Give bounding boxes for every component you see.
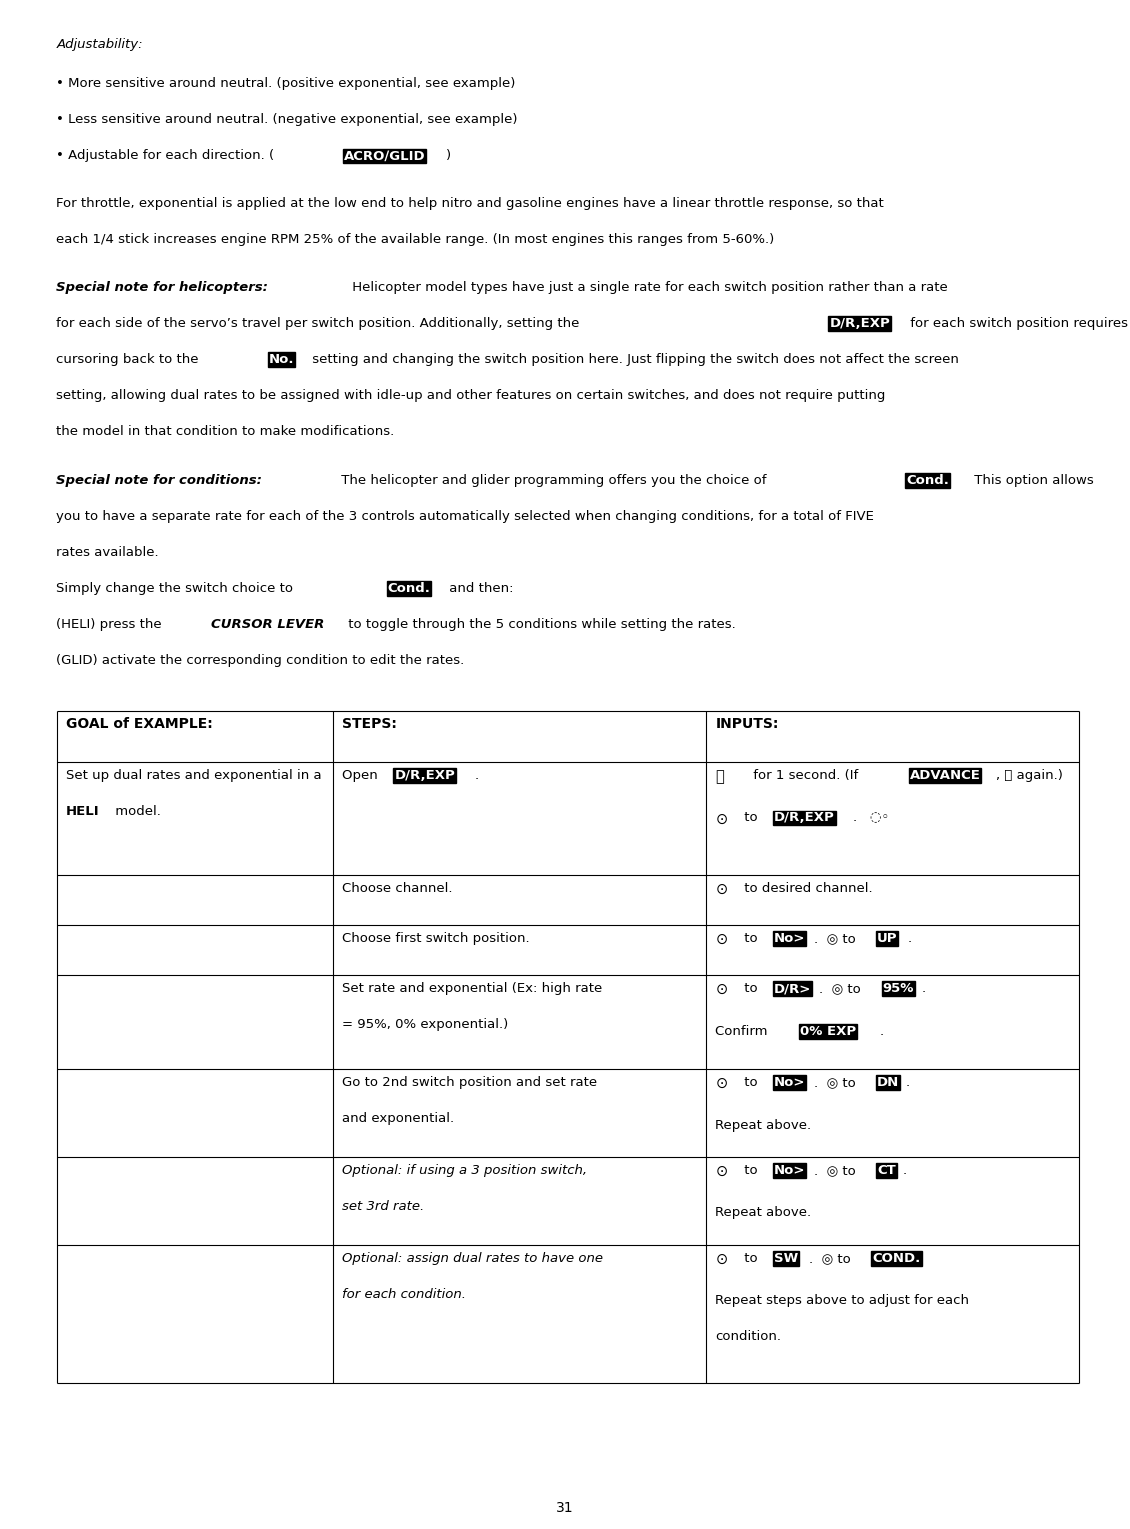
Text: .: .	[905, 1076, 910, 1089]
Text: Choose channel.: Choose channel.	[342, 882, 453, 894]
Text: Special note for helicopters:: Special note for helicopters:	[56, 281, 269, 294]
Text: ⊙: ⊙	[715, 933, 728, 946]
Text: .: .	[879, 1024, 884, 1038]
Text: ⊙: ⊙	[715, 1164, 728, 1179]
Text: ⊙: ⊙	[715, 812, 728, 827]
Text: and then:: and then:	[445, 583, 514, 595]
Text: .  ◎ to: . ◎ to	[809, 1252, 855, 1264]
Text: to desired channel.: to desired channel.	[740, 882, 872, 894]
Text: 0% EXP: 0% EXP	[800, 1024, 857, 1038]
Text: 31: 31	[556, 1501, 574, 1515]
Text: .: .	[907, 933, 912, 945]
Text: • Less sensitive around neutral. (negative exponential, see example): • Less sensitive around neutral. (negati…	[56, 113, 518, 127]
Text: CT: CT	[877, 1164, 896, 1177]
Text: rates available.: rates available.	[56, 546, 159, 560]
Text: Set up dual rates and exponential in a: Set up dual rates and exponential in a	[66, 769, 321, 783]
Text: • More sensitive around neutral. (positive exponential, see example): • More sensitive around neutral. (positi…	[56, 78, 516, 90]
Text: to toggle through the 5 conditions while setting the rates.: to toggle through the 5 conditions while…	[344, 618, 736, 631]
Text: to: to	[740, 812, 762, 824]
Text: .: .	[922, 982, 927, 995]
Text: setting and changing the switch position here. Just flipping the switch does not: setting and changing the switch position…	[308, 353, 959, 367]
Text: .  ◎ to: . ◎ to	[819, 982, 866, 995]
Text: Set rate and exponential (Ex: high rate: Set rate and exponential (Ex: high rate	[342, 982, 602, 995]
Text: , ⓜ again.): , ⓜ again.)	[996, 769, 1062, 783]
Text: for each switch position requires: for each switch position requires	[906, 317, 1128, 330]
Text: .  ◎ to: . ◎ to	[814, 1076, 860, 1089]
Text: Confirm: Confirm	[715, 1024, 772, 1038]
Text: Adjustability:: Adjustability:	[56, 38, 144, 52]
Text: Go to 2nd switch position and set rate: Go to 2nd switch position and set rate	[342, 1076, 598, 1089]
Text: Repeat above.: Repeat above.	[715, 1206, 811, 1220]
Text: setting, allowing dual rates to be assigned with idle-up and other features on c: setting, allowing dual rates to be assig…	[56, 390, 886, 402]
Text: No>: No>	[774, 1076, 806, 1089]
Text: No.: No.	[269, 353, 295, 367]
Text: Simply change the switch choice to: Simply change the switch choice to	[56, 583, 297, 595]
Text: This option allows: This option allows	[970, 474, 1094, 486]
Text: Cond.: Cond.	[388, 583, 431, 595]
Text: for each condition.: for each condition.	[342, 1287, 467, 1301]
Text: ADVANCE: ADVANCE	[910, 769, 981, 783]
Text: Optional: assign dual rates to have one: Optional: assign dual rates to have one	[342, 1252, 603, 1264]
Text: D/R,EXP: D/R,EXP	[394, 769, 455, 783]
Text: .: .	[475, 769, 479, 783]
Text: Choose first switch position.: Choose first switch position.	[342, 933, 530, 945]
Text: For throttle, exponential is applied at the low end to help nitro and gasoline e: For throttle, exponential is applied at …	[56, 197, 885, 209]
Text: No>: No>	[774, 1164, 806, 1177]
Text: CURSOR LEVER: CURSOR LEVER	[211, 618, 324, 631]
Text: (HELI) press the: (HELI) press the	[56, 618, 166, 631]
Text: .  ◎ to: . ◎ to	[814, 933, 860, 945]
Text: .: .	[903, 1164, 907, 1177]
Text: The helicopter and glider programming offers you the choice of: The helicopter and glider programming of…	[337, 474, 771, 486]
Text: No>: No>	[774, 933, 806, 945]
Text: .   ◌◦: . ◌◦	[853, 812, 889, 824]
Text: D/R>: D/R>	[774, 982, 811, 995]
Text: ⊙: ⊙	[715, 882, 728, 898]
Text: D/R,EXP: D/R,EXP	[774, 812, 835, 824]
Text: ⊙: ⊙	[715, 1076, 728, 1092]
Text: ⊙: ⊙	[715, 1252, 728, 1268]
Text: for each side of the servo’s travel per switch position. Additionally, setting t: for each side of the servo’s travel per …	[56, 317, 584, 330]
Text: COND.: COND.	[872, 1252, 921, 1264]
Text: you to have a separate rate for each of the 3 controls automatically selected wh: you to have a separate rate for each of …	[56, 511, 875, 523]
Text: Open: Open	[342, 769, 382, 783]
Text: • Adjustable for each direction. (: • Adjustable for each direction. (	[56, 150, 275, 162]
Text: Helicopter model types have just a single rate for each switch position rather t: Helicopter model types have just a singl…	[348, 281, 948, 294]
Text: HELI: HELI	[66, 806, 99, 818]
Text: to: to	[740, 1252, 762, 1264]
Text: condition.: condition.	[715, 1330, 781, 1344]
Text: SW: SW	[774, 1252, 798, 1264]
Text: ⓜ: ⓜ	[715, 769, 724, 784]
Text: DN: DN	[877, 1076, 899, 1089]
Text: GOAL of EXAMPLE:: GOAL of EXAMPLE:	[66, 717, 212, 731]
Text: .  ◎ to: . ◎ to	[814, 1164, 860, 1177]
Text: the model in that condition to make modifications.: the model in that condition to make modi…	[56, 425, 394, 439]
Text: for 1 second. (If: for 1 second. (If	[749, 769, 862, 783]
Text: UP: UP	[877, 933, 897, 945]
Text: each 1/4 stick increases engine RPM 25% of the available range. (In most engines: each 1/4 stick increases engine RPM 25% …	[56, 232, 775, 246]
Text: and exponential.: and exponential.	[342, 1113, 454, 1125]
Text: (GLID) activate the corresponding condition to edit the rates.: (GLID) activate the corresponding condit…	[56, 654, 464, 667]
Text: to: to	[740, 1076, 762, 1089]
Text: ⊙: ⊙	[715, 982, 728, 997]
Text: Special note for conditions:: Special note for conditions:	[56, 474, 262, 486]
Text: set 3rd rate.: set 3rd rate.	[342, 1200, 425, 1212]
Text: D/R,EXP: D/R,EXP	[829, 317, 890, 330]
Text: model.: model.	[111, 806, 160, 818]
Text: Cond.: Cond.	[906, 474, 949, 486]
Text: Optional: if using a 3 position switch,: Optional: if using a 3 position switch,	[342, 1164, 588, 1177]
Text: to: to	[740, 982, 762, 995]
Text: to: to	[740, 933, 762, 945]
Text: = 95%, 0% exponential.): = 95%, 0% exponential.)	[342, 1018, 508, 1032]
Text: cursoring back to the: cursoring back to the	[56, 353, 203, 367]
Text: ): )	[446, 150, 452, 162]
Text: 95%: 95%	[883, 982, 914, 995]
Text: Repeat steps above to adjust for each: Repeat steps above to adjust for each	[715, 1294, 970, 1307]
Text: STEPS:: STEPS:	[342, 717, 398, 731]
Text: to: to	[740, 1164, 762, 1177]
Text: ACRO∕GLID: ACRO∕GLID	[344, 150, 425, 162]
Text: Repeat above.: Repeat above.	[715, 1119, 811, 1131]
Text: INPUTS:: INPUTS:	[715, 717, 779, 731]
